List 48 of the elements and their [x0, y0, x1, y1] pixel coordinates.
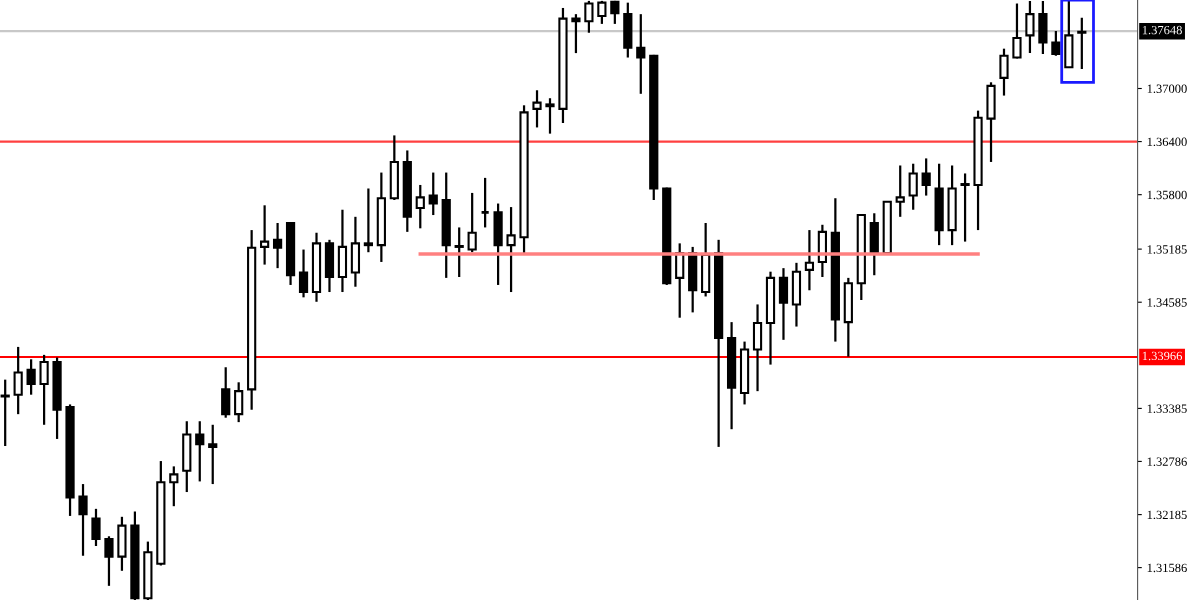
candlestick [921, 157, 931, 197]
candlestick [260, 204, 270, 266]
y-tick-label: 1.33385 [1147, 404, 1187, 413]
ref-line-label: 1.37648 [1142, 25, 1182, 35]
candlestick [169, 465, 179, 508]
candlestick [1077, 16, 1087, 71]
candlestick [415, 183, 425, 230]
y-tick-label: 1.32786 [1147, 457, 1187, 466]
candlestick [0, 378, 10, 448]
candlestick [636, 13, 646, 95]
candlestick [584, 0, 594, 34]
candlestick [234, 381, 244, 424]
candlestick [26, 358, 36, 396]
y-tick-label: 1.32185 [1147, 510, 1187, 520]
candlestick [480, 176, 491, 229]
candlestick [39, 353, 49, 426]
y-tick-label: 1.37000 [1147, 84, 1187, 94]
y-tick-label: 1.35800 [1147, 190, 1187, 200]
candlestick [195, 420, 205, 483]
candlestick [467, 191, 477, 254]
ref-line-label: 1.33966 [1142, 351, 1183, 361]
candlestick [91, 507, 101, 548]
candlestick [545, 97, 555, 135]
candlestick [1025, 0, 1035, 55]
y-tick-label: 1.36400 [1147, 137, 1187, 147]
candlestick [597, 0, 607, 25]
candlestick [908, 162, 918, 211]
y-tick-label: 1.31586 [1147, 563, 1187, 573]
y-tick-label: 1.35185 [1147, 245, 1187, 254]
candlestick [804, 228, 815, 292]
candlestick [208, 423, 218, 486]
candlestick [999, 47, 1009, 97]
candlestick [1051, 29, 1061, 57]
candlestick [1012, 2, 1022, 60]
candlestick [298, 248, 309, 299]
candlestick [506, 205, 516, 294]
candlestick [104, 535, 114, 587]
candlestick [895, 164, 905, 218]
candlestick [960, 172, 970, 243]
candlestick [272, 221, 283, 270]
candlestick [428, 171, 438, 217]
y-tick-label: 1.34585 [1147, 298, 1187, 307]
candlestick [363, 187, 373, 254]
candlestick [571, 13, 581, 55]
candlestick [532, 89, 542, 129]
candlestick [13, 345, 23, 416]
candlestick [78, 482, 88, 557]
candlestick [454, 226, 464, 279]
